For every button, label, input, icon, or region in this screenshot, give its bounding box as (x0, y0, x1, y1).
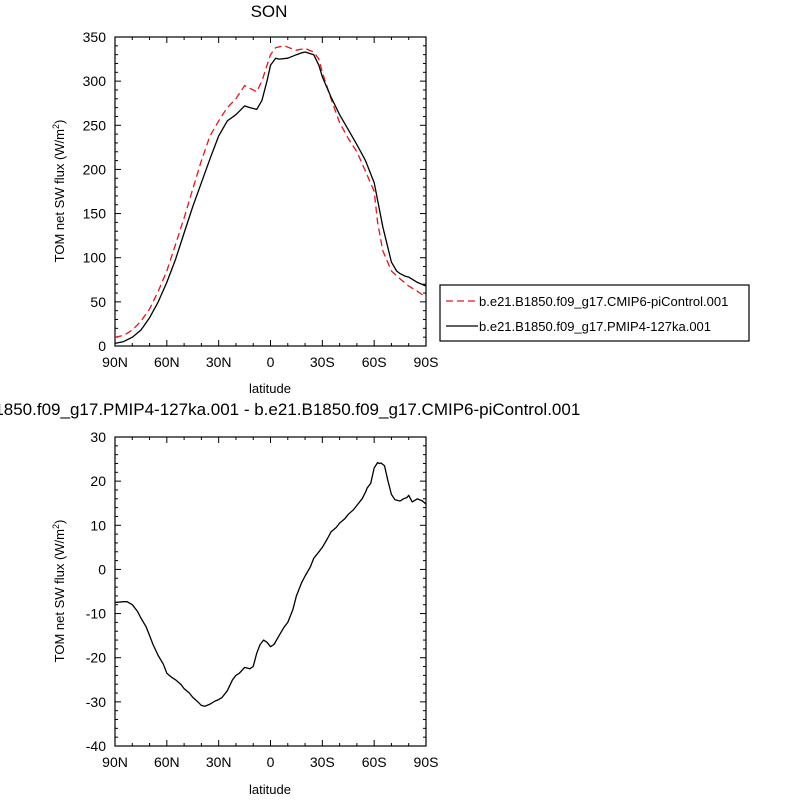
y-tick-label: 50 (90, 294, 106, 310)
y-tick-label: -20 (86, 650, 106, 666)
y-tick-label: 0 (98, 561, 106, 577)
y-axis-label-1-end: ) (52, 120, 67, 124)
x-axis-label-1: latitude (249, 381, 291, 396)
x-tick-label: 60S (362, 754, 387, 770)
y-axis-label-2-end: ) (52, 520, 67, 524)
x-tick-label: 30S (310, 754, 335, 770)
x-axis-label-2: latitude (249, 782, 291, 797)
y-tick-label: 150 (83, 206, 107, 222)
x-tick-label: 60N (154, 754, 180, 770)
y-tick-label: 10 (90, 517, 106, 533)
axis-ticks-1: 90N 60N 30N 0 30S 60S 90S 0 50 100 150 200 250 300 350 (83, 29, 439, 370)
x-tick-label: 30N (206, 354, 232, 370)
y-tick-label: -40 (86, 738, 106, 754)
y-tick-label: 0 (98, 338, 106, 354)
y-tick-label: 250 (83, 117, 107, 133)
chart-title-2: b.e21.B1850.f09_g17.PMIP4-127ka.001 - b.… (0, 400, 580, 419)
legend-label-picontrol: b.e21.B1850.f09_g17.CMIP6-piControl.001 (479, 294, 728, 309)
y-tick-label: 350 (83, 29, 107, 45)
x-tick-label: 90N (102, 754, 128, 770)
y-axis-label-1: TOM net SW flux (W/m2) (51, 120, 67, 263)
plot-frame-1 (114, 36, 427, 347)
y-tick-label: 100 (83, 250, 107, 266)
series-group-1 (114, 45, 427, 345)
chart-title-1: SON (251, 2, 288, 21)
x-tick-label: 30N (206, 754, 232, 770)
plot-frame-2 (114, 436, 427, 747)
y-tick-label: 200 (83, 161, 107, 177)
x-tick-label: 30S (310, 354, 335, 370)
y-axis-label-1-main: TOM net SW flux (W/m (52, 129, 67, 262)
y-tick-label: -30 (86, 694, 106, 710)
x-tick-label: 60N (154, 354, 180, 370)
x-tick-label: 90S (414, 354, 439, 370)
series-line-2-1 (114, 461, 427, 707)
legend-label-127ka: b.e21.B1850.f09_g17.PMIP4-127ka.001 (479, 319, 711, 334)
y-tick-label: 20 (90, 473, 106, 489)
y-axis-label-1-sup: 2 (51, 124, 61, 129)
series-line-1-1 (114, 45, 427, 338)
y-tick-label: 300 (83, 73, 107, 89)
x-tick-label: 0 (267, 754, 275, 770)
y-axis-label-2-sup: 2 (51, 524, 61, 529)
y-tick-label: -10 (86, 606, 106, 622)
y-axis-label-2: TOM net SW flux (W/m2) (51, 520, 67, 663)
y-tick-label: 30 (90, 429, 106, 445)
x-tick-label: 90S (414, 754, 439, 770)
legend-box (439, 284, 750, 342)
x-tick-label: 0 (267, 354, 275, 370)
series-group-2 (114, 461, 427, 707)
series-line-1-2 (114, 51, 427, 345)
y-axis-label-2-main: TOM net SW flux (W/m (52, 529, 67, 662)
x-tick-label: 60S (362, 354, 387, 370)
axis-ticks-2: 90N 60N 30N 0 30S 60S 90S -40 -30 -20 -10 0 10 20 30 (86, 429, 439, 770)
x-tick-label: 90N (102, 354, 128, 370)
